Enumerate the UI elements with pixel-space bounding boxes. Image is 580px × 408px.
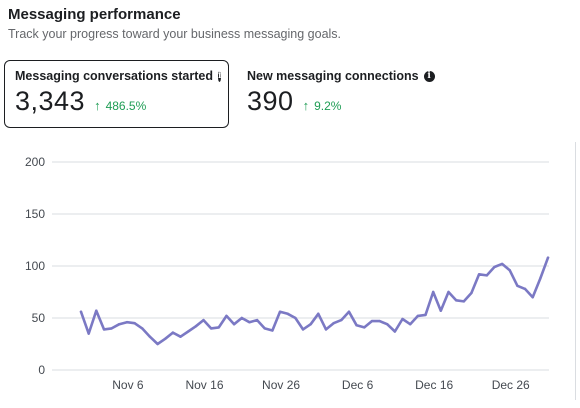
data-point[interactable] <box>194 325 198 328</box>
y-tick-label: 50 <box>32 311 46 325</box>
metric-delta: ↑ 9.2% <box>303 98 342 113</box>
x-tick-label: Nov 26 <box>262 378 300 392</box>
data-point[interactable] <box>531 296 534 299</box>
data-point[interactable] <box>102 328 106 331</box>
y-tick-label: 0 <box>38 363 45 377</box>
data-point[interactable] <box>431 290 435 294</box>
data-point[interactable] <box>355 324 358 327</box>
metric-label-row: Messaging conversations started i <box>15 69 222 83</box>
metric-value: 3,343 <box>15 86 86 116</box>
data-point[interactable] <box>546 256 550 259</box>
data-point[interactable] <box>232 323 236 326</box>
metric-label: Messaging conversations started <box>15 69 213 83</box>
data-point[interactable] <box>539 277 542 280</box>
x-tick-label: Dec 6 <box>342 378 374 392</box>
x-tick-label: Nov 16 <box>185 378 223 392</box>
metric-card-connections[interactable]: New messaging connections i 390 ↑ 9.2% <box>236 60 456 128</box>
data-point[interactable] <box>186 330 190 333</box>
data-point[interactable] <box>217 326 221 329</box>
data-point[interactable] <box>95 309 98 312</box>
data-point[interactable] <box>317 312 320 316</box>
x-tick-label: Dec 16 <box>415 378 453 392</box>
data-point[interactable] <box>523 287 527 291</box>
metric-delta-value: 9.2% <box>314 98 342 113</box>
data-point[interactable] <box>118 323 121 326</box>
series-line <box>79 256 550 346</box>
data-point[interactable] <box>248 320 251 324</box>
data-point[interactable] <box>164 337 167 340</box>
data-point[interactable] <box>255 318 259 322</box>
data-point[interactable] <box>462 300 465 303</box>
metric-label: New messaging connections <box>247 69 419 83</box>
y-tick-label: 100 <box>25 259 45 273</box>
info-icon[interactable]: i <box>423 70 435 82</box>
data-point[interactable] <box>209 327 213 330</box>
data-point[interactable] <box>141 327 144 330</box>
data-point[interactable] <box>493 265 496 269</box>
data-point[interactable] <box>202 318 205 322</box>
data-point[interactable] <box>271 329 274 332</box>
data-point[interactable] <box>347 310 351 313</box>
data-point[interactable] <box>447 290 450 294</box>
metric-delta-value: 486.5% <box>105 98 147 113</box>
data-point[interactable] <box>424 313 427 317</box>
metric-label-row: New messaging connections i <box>247 69 445 83</box>
section-title: Messaging performance <box>8 6 181 23</box>
data-point[interactable] <box>301 328 305 331</box>
up-arrow-icon: ↑ <box>94 98 101 113</box>
metric-value: 390 <box>247 86 294 116</box>
data-point[interactable] <box>363 326 366 329</box>
data-point[interactable] <box>324 328 328 331</box>
data-point[interactable] <box>401 317 404 321</box>
data-point[interactable] <box>340 318 343 322</box>
data-point[interactable] <box>87 332 90 335</box>
data-point[interactable] <box>225 314 228 318</box>
metric-value-row: 390 ↑ 9.2% <box>247 86 445 117</box>
data-point[interactable] <box>408 323 412 326</box>
data-point[interactable] <box>454 299 458 302</box>
data-point[interactable] <box>309 323 312 326</box>
data-point[interactable] <box>439 309 443 312</box>
metric-card-conversations[interactable]: Messaging conversations started i 3,343 … <box>4 60 229 128</box>
y-tick-label: 150 <box>25 207 45 221</box>
section-header: Messaging performance Track your progres… <box>8 6 341 41</box>
data-point[interactable] <box>477 273 481 276</box>
data-point[interactable] <box>516 284 519 287</box>
data-point[interactable] <box>263 327 266 330</box>
metric-value-row: 3,343 ↑ 486.5% <box>15 86 218 117</box>
data-point[interactable] <box>393 330 397 333</box>
data-point[interactable] <box>240 316 243 320</box>
metric-delta: ↑ 486.5% <box>94 98 146 113</box>
data-point[interactable] <box>508 268 511 272</box>
x-tick-label: Nov 6 <box>112 378 144 392</box>
data-point[interactable] <box>110 327 113 330</box>
messaging-line-chart: 0 50 100 150 200 Nov 6 Nov 16 Nov 26 Dec 6 Dec 16… <box>25 155 550 392</box>
x-tick-label: Dec 26 <box>492 378 530 392</box>
data-point[interactable] <box>133 322 136 325</box>
data-point[interactable] <box>79 310 83 313</box>
info-icon[interactable]: i <box>217 70 222 82</box>
data-point[interactable] <box>179 335 182 338</box>
data-point[interactable] <box>286 312 289 316</box>
data-point[interactable] <box>148 335 152 338</box>
data-point[interactable] <box>278 310 282 313</box>
data-point[interactable] <box>485 274 488 277</box>
data-point[interactable] <box>332 322 335 325</box>
up-arrow-icon: ↑ <box>302 98 310 113</box>
data-point[interactable] <box>125 320 129 324</box>
data-point[interactable] <box>378 319 381 323</box>
data-point[interactable] <box>386 323 389 326</box>
scrollbar[interactable] <box>575 142 576 400</box>
data-point[interactable] <box>500 262 504 266</box>
data-point[interactable] <box>294 316 297 320</box>
data-point[interactable] <box>416 314 420 318</box>
data-point[interactable] <box>370 319 374 323</box>
y-tick-label: 200 <box>25 155 45 169</box>
data-point[interactable] <box>470 291 473 295</box>
data-point[interactable] <box>156 342 159 346</box>
section-subtitle: Track your progress toward your business… <box>8 27 342 41</box>
data-point[interactable] <box>171 331 175 334</box>
